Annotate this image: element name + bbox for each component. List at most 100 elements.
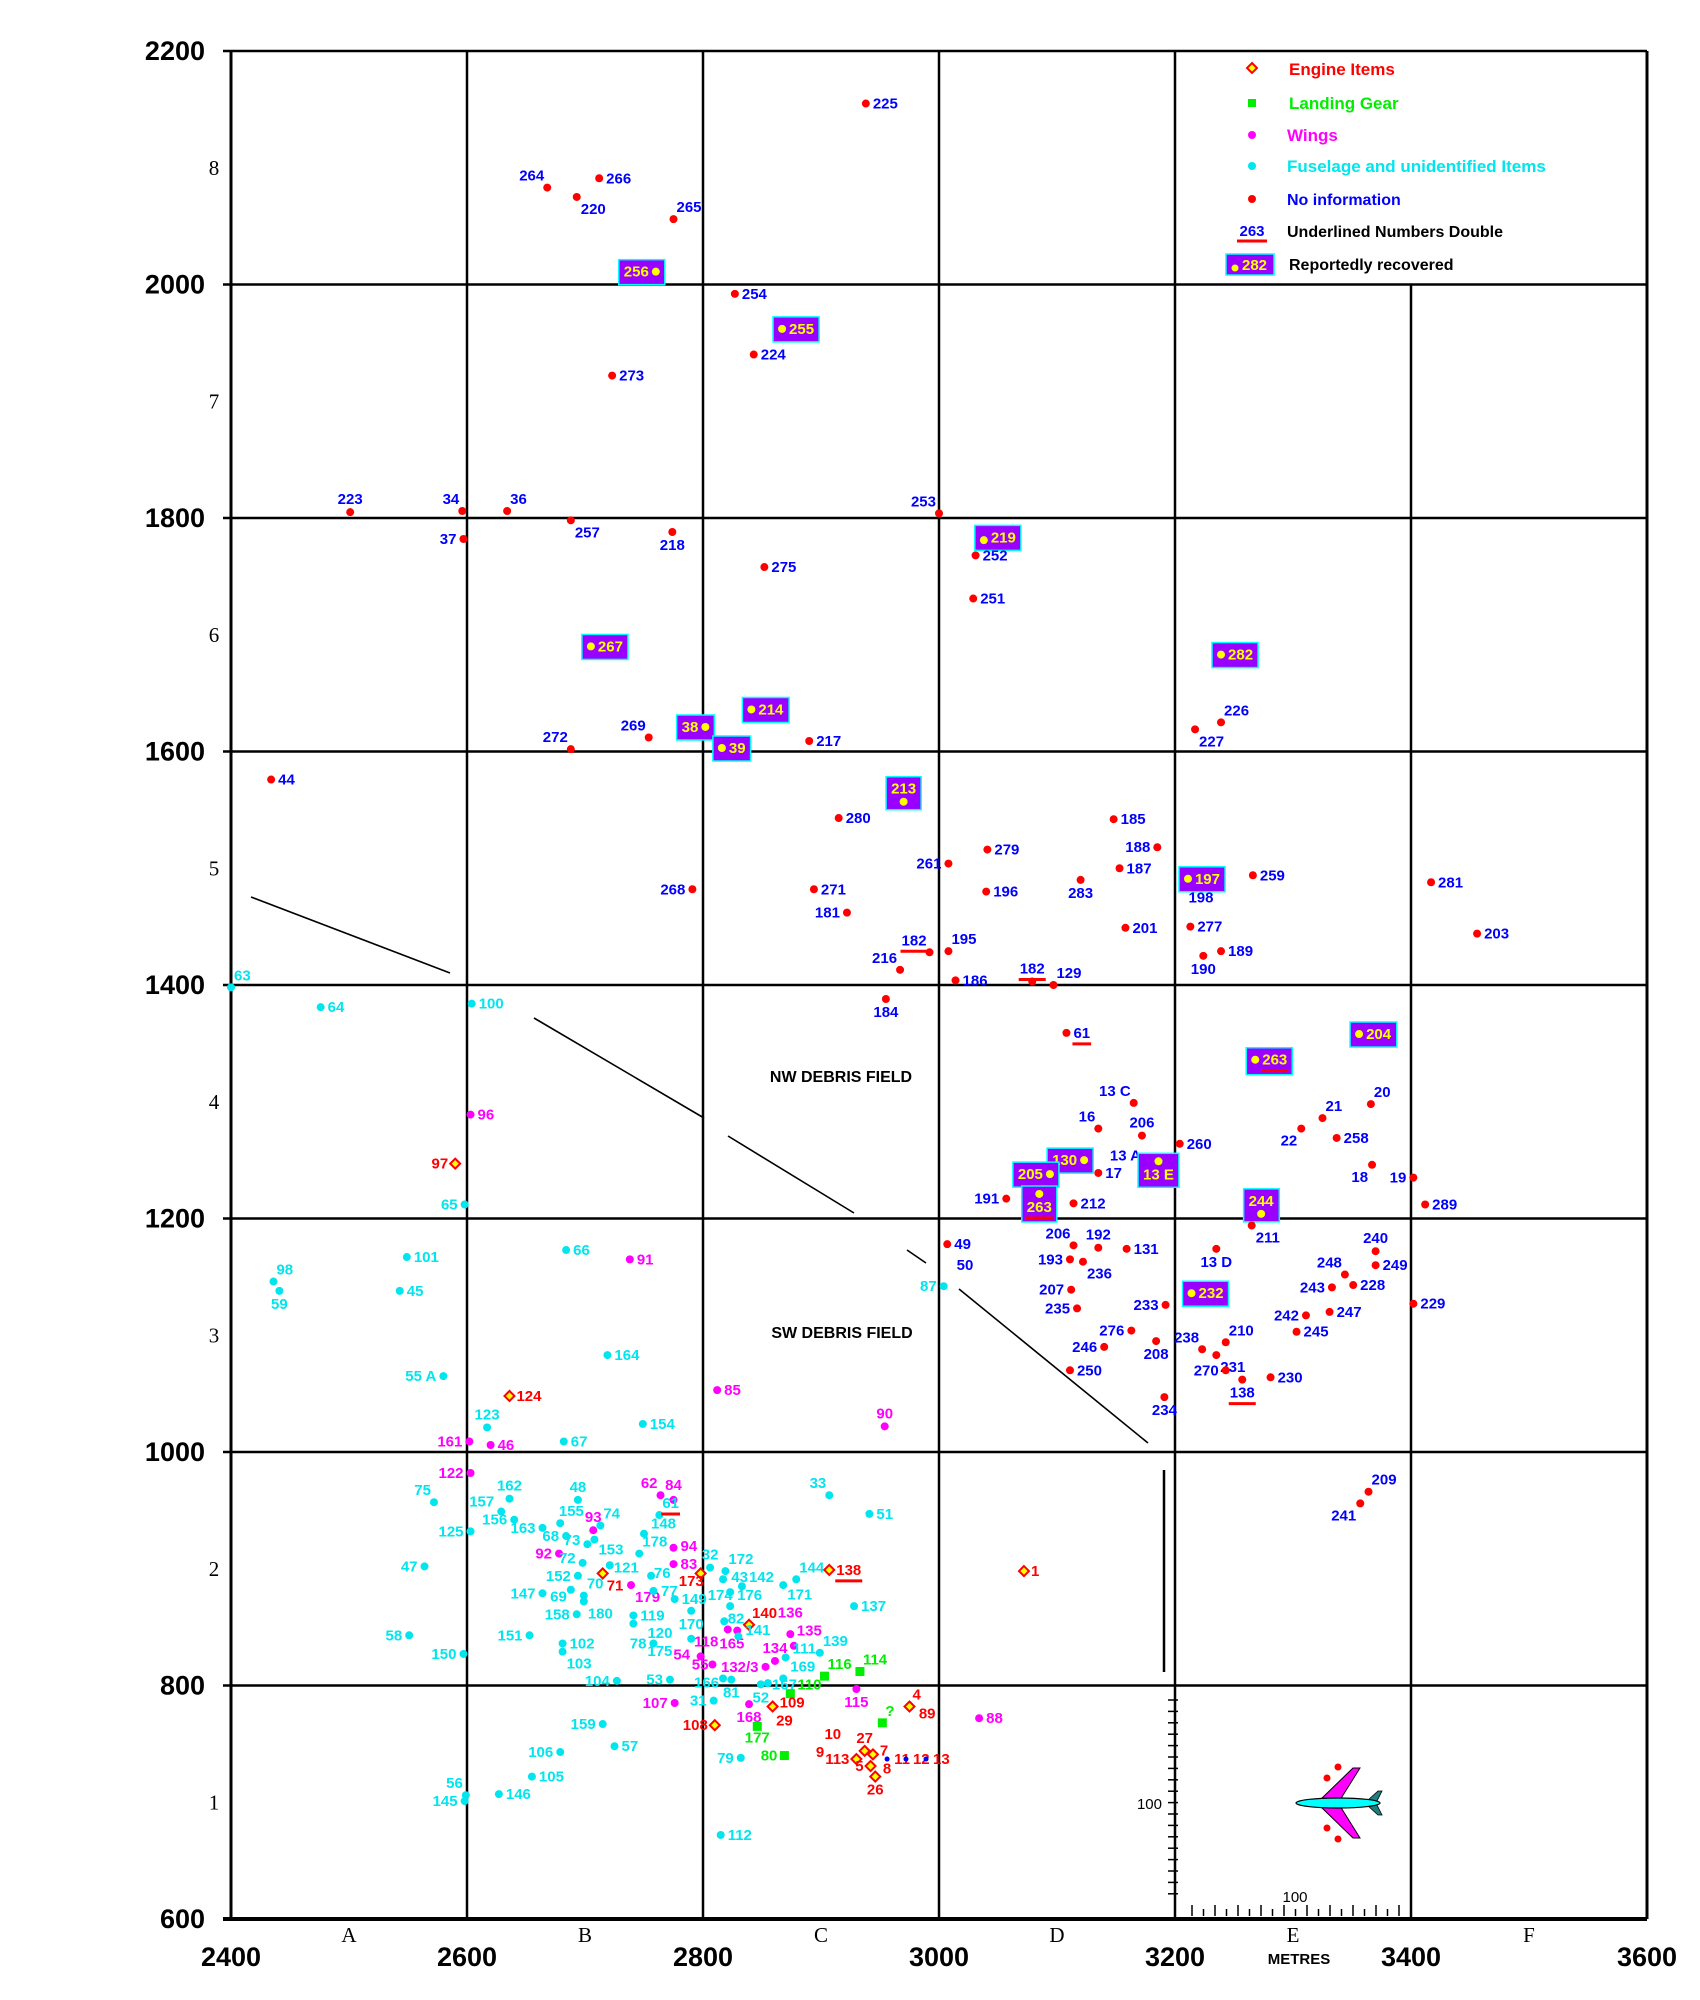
debris-item-213: 213	[885, 775, 922, 811]
debris-item-157: 157	[469, 1494, 506, 1516]
debris-item-label: 13 E	[1143, 1166, 1174, 1183]
debris-item-21: 21	[1318, 1098, 1343, 1123]
debris-item-label: 258	[1344, 1130, 1369, 1147]
debris-item-236: 236	[1078, 1257, 1112, 1283]
debris-item-label: 13 D	[1200, 1254, 1232, 1271]
debris-item-44: 44	[267, 772, 295, 789]
debris-item-label: 65	[441, 1196, 458, 1213]
no-info-marker-icon	[1122, 1244, 1131, 1253]
debris-item-217: 217	[805, 733, 841, 750]
debris-item-255: 255	[772, 316, 820, 343]
debris-item-label: 263	[1262, 1052, 1287, 1069]
fuselage-marker-icon	[605, 1561, 614, 1570]
no-info-marker-icon	[1301, 1311, 1310, 1320]
debris-item-233: 233	[1134, 1297, 1170, 1314]
column-sector-label: A	[341, 1923, 357, 1947]
fuselage-marker-icon	[497, 1507, 506, 1516]
fuselage-marker-icon	[939, 1282, 948, 1291]
no-info-marker-icon	[688, 885, 697, 894]
row-sector-label: 3	[209, 1323, 220, 1347]
no-info-marker-icon	[1332, 1133, 1341, 1142]
debris-item-57: 57	[610, 1738, 638, 1755]
debris-item-270: 270	[1194, 1362, 1230, 1379]
debris-item-211: 211	[1247, 1221, 1280, 1247]
debris-item-label: 187	[1127, 860, 1152, 877]
no-info-marker-icon	[1364, 1487, 1373, 1496]
debris-item-268: 268	[660, 881, 697, 898]
no-info-marker-icon	[1129, 1098, 1138, 1107]
debris-item-212: 212	[1069, 1195, 1106, 1212]
debris-item-label: 170	[679, 1616, 704, 1633]
no-info-marker-icon	[1076, 875, 1085, 884]
fuselage-marker-icon	[649, 1639, 658, 1648]
fuselage-marker-icon	[596, 1521, 605, 1530]
debris-item-88: 88	[975, 1710, 1003, 1727]
debris-item-140: 140	[742, 1605, 777, 1632]
engine-diamond-icon	[903, 1700, 916, 1713]
wings-marker-icon	[466, 1469, 475, 1478]
debris-item-79: 79	[717, 1750, 745, 1767]
debris-item-label: 227	[1199, 733, 1224, 750]
debris-item-46: 46	[486, 1437, 514, 1454]
debris-item-label: 147	[510, 1585, 535, 1602]
debris-item-234: 234	[1152, 1393, 1178, 1419]
debris-item-label: 261	[916, 856, 941, 873]
debris-item-label: 192	[1086, 1227, 1111, 1244]
debris-item-225: 225	[861, 96, 898, 113]
wings-marker-icon	[486, 1440, 495, 1449]
no-info-marker-icon	[1318, 1114, 1327, 1123]
debris-item-245: 245	[1292, 1324, 1329, 1341]
debris-item-label: 247	[1337, 1304, 1362, 1321]
fuselage-marker-icon	[558, 1639, 567, 1648]
aircraft-icon	[1295, 1763, 1383, 1843]
debris-item-label: 87	[920, 1278, 937, 1295]
debris-item-label: 260	[1187, 1136, 1212, 1153]
fuselage-marker-icon	[566, 1585, 575, 1594]
debris-item-232: 232	[1181, 1280, 1230, 1307]
debris-item-121: 121	[605, 1559, 639, 1576]
debris-item-label: 229	[1420, 1296, 1445, 1313]
no-info-marker-icon	[1199, 951, 1208, 960]
debris-item-label: 178	[642, 1534, 667, 1551]
debris-item-label: 17	[1105, 1165, 1122, 1182]
fuselage-marker-icon	[737, 1582, 746, 1591]
debris-item-label: 214	[758, 701, 784, 718]
fuselage-marker-icon	[466, 1527, 475, 1536]
debris-item-label: 208	[1144, 1346, 1169, 1363]
debris-item-1: 1	[1017, 1563, 1039, 1580]
debris-item-83: 83	[669, 1556, 697, 1573]
no-info-marker-icon	[842, 908, 851, 917]
debris-item-182: 182	[900, 932, 934, 957]
debris-item-label: 201	[1132, 920, 1157, 937]
debris-item-283: 283	[1068, 875, 1093, 902]
debris-item-label: 119	[640, 1607, 664, 1624]
debris-item-263: 263	[1021, 1185, 1058, 1223]
no-info-marker-icon	[566, 516, 575, 525]
no-info-marker-icon	[1191, 725, 1200, 734]
wings-marker-icon	[745, 1700, 754, 1709]
debris-item-label: 91	[637, 1251, 654, 1268]
y-tick-label: 600	[160, 1904, 205, 1934]
fuselage-marker-icon	[635, 1549, 644, 1558]
fuselage-marker-icon	[429, 1498, 438, 1507]
debris-item-109: 109	[766, 1695, 805, 1713]
debris-item-198: 198	[1188, 889, 1213, 906]
debris-item-104: 104	[585, 1673, 621, 1690]
engine-diamond-icon	[448, 1157, 462, 1171]
debris-item-154: 154	[638, 1416, 676, 1433]
debris-item-label: 210	[1229, 1322, 1254, 1339]
fuselage-marker-icon	[734, 1632, 743, 1641]
fuselage-marker-icon	[538, 1523, 547, 1532]
debris-item-label: 112	[728, 1827, 752, 1844]
debris-item-216: 216	[872, 950, 905, 974]
no-info-marker-icon	[1069, 1241, 1078, 1250]
debris-item-label: 169	[790, 1659, 815, 1676]
wings-marker-icon	[625, 1255, 634, 1264]
wings-marker-icon	[627, 1581, 636, 1590]
debris-item-label: 164	[614, 1347, 640, 1364]
scale-horizontal-label: 100	[1282, 1889, 1307, 1906]
debris-item-label: 21	[1326, 1098, 1343, 1115]
debris-item-196: 196	[982, 884, 1018, 901]
